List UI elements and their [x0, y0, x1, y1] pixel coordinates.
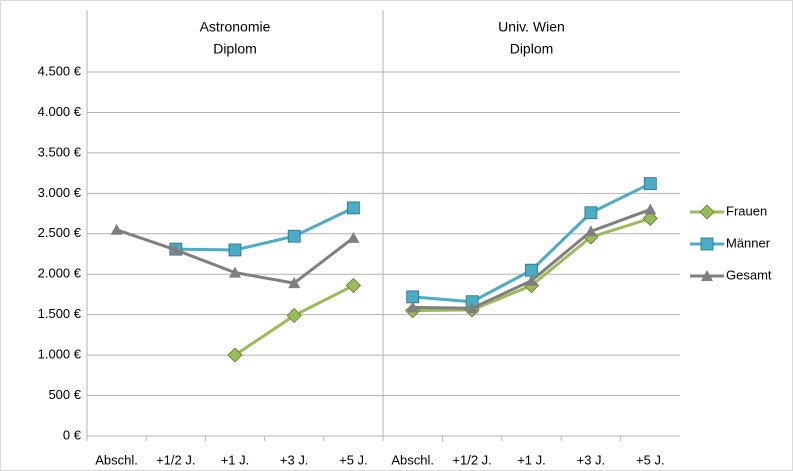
marker [287, 229, 301, 243]
chart-subtitle: Diplom [213, 41, 257, 57]
marker [584, 225, 597, 237]
legend-label: Gesamt [726, 267, 772, 282]
legend-label: Frauen [726, 203, 767, 218]
marker [406, 290, 420, 304]
y-tick-label: 0 € [63, 427, 82, 442]
marker [346, 201, 360, 215]
marker [584, 206, 598, 220]
marker [228, 243, 242, 257]
legend-marker [700, 237, 714, 251]
y-tick-label: 1.500 € [38, 306, 82, 321]
y-tick-label: 2.000 € [38, 266, 82, 281]
marker [286, 307, 302, 324]
chart-title: Univ. Wien [498, 19, 565, 35]
marker [110, 223, 123, 235]
y-tick-label: 3.000 € [38, 185, 82, 200]
marker [466, 302, 479, 314]
x-tick-label: +5 J. [636, 452, 665, 467]
x-tick-label: +1 J. [517, 452, 546, 467]
x-tick-label: +5 J. [339, 452, 368, 467]
marker [525, 263, 538, 277]
y-tick-label: 500 € [48, 387, 81, 402]
y-tick-label: 4.500 € [38, 63, 82, 78]
x-tick-label: +3 J. [280, 452, 309, 467]
legend-marker [699, 204, 715, 220]
x-tick-label: +1/2 J. [156, 452, 195, 467]
x-tick-label: +1/2 J. [452, 452, 491, 467]
marker [525, 274, 538, 286]
marker [644, 203, 657, 215]
marker [345, 277, 361, 294]
marker [169, 243, 182, 255]
marker [229, 266, 241, 278]
x-tick-label: Abschl. [391, 452, 434, 467]
chart-subtitle: Diplom [510, 41, 554, 57]
y-tick-label: 1.000 € [38, 347, 82, 362]
marker [643, 177, 657, 191]
marker [642, 210, 658, 226]
x-tick-label: Abschl. [95, 452, 138, 467]
marker [288, 277, 301, 289]
marker [347, 231, 360, 243]
series-line [175, 206, 355, 252]
x-tick-label: +1 J. [221, 452, 250, 467]
y-tick-label: 4.000 € [38, 104, 82, 119]
y-tick-label: 3.500 € [38, 144, 82, 159]
marker [406, 301, 419, 313]
chart-title: Astronomie [200, 19, 271, 35]
marker [227, 347, 243, 363]
legend-label: Männer [726, 235, 771, 250]
legend-marker [701, 270, 713, 281]
x-tick-label: +3 J. [577, 452, 606, 467]
y-tick-label: 2.500 € [38, 225, 82, 240]
